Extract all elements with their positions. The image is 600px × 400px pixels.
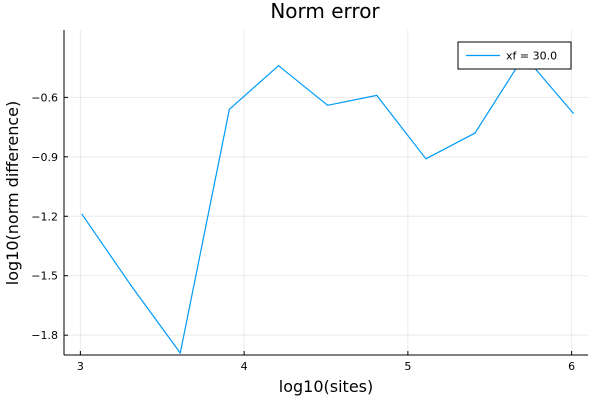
y-tick-label: −1.2 — [31, 210, 58, 223]
series-line — [81, 55, 574, 354]
legend-box — [457, 41, 572, 70]
data-point — [425, 158, 427, 160]
chart-title: Norm error — [270, 0, 380, 23]
y-axis-label: log10(norm difference) — [3, 101, 22, 285]
x-tick-label: 4 — [241, 360, 248, 373]
series-group — [81, 55, 574, 354]
data-point — [474, 132, 476, 134]
x-tick-label: 3 — [77, 360, 84, 373]
data-point — [228, 108, 230, 110]
y-tick-label: −0.9 — [31, 151, 58, 164]
data-point — [81, 213, 83, 215]
data-point — [572, 112, 574, 114]
data-point — [376, 94, 378, 96]
x-tick-label: 6 — [568, 360, 575, 373]
data-point — [277, 65, 280, 67]
y-tick-label: −1.5 — [31, 270, 58, 283]
y-tick-label: −0.6 — [31, 91, 58, 104]
legend: xf = 30.0 — [457, 41, 572, 70]
grid — [64, 30, 588, 355]
data-point — [130, 285, 132, 287]
data-point — [327, 104, 329, 106]
legend-label: xf = 30.0 — [506, 50, 557, 63]
data-point — [179, 352, 181, 354]
y-tick-label: −1.8 — [31, 329, 58, 342]
axes — [63, 30, 588, 356]
tick-labels: 3 4 5 6 −1.8 −1.5 −1.2 −0.9 −0.6 — [31, 91, 575, 373]
x-axis-label: log10(sites) — [279, 377, 373, 396]
x-tick-label: 5 — [404, 360, 411, 373]
